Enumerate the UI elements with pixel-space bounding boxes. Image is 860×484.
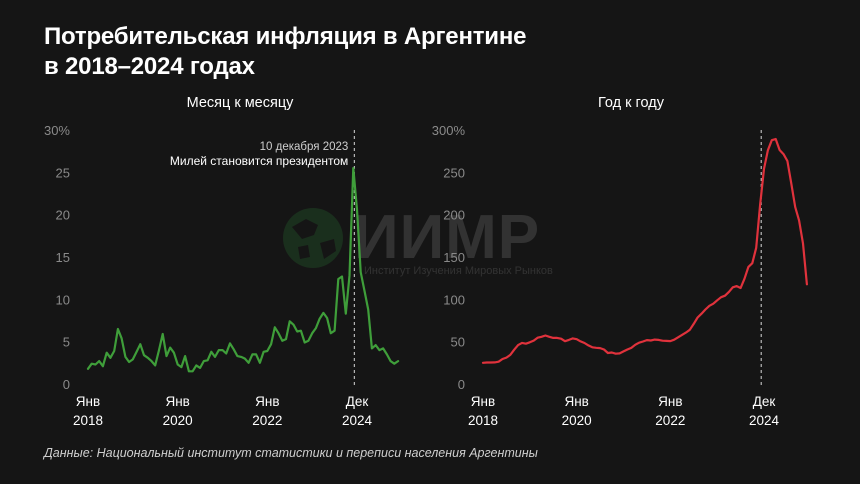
series-line bbox=[86, 167, 400, 373]
x-tick-label: Янв bbox=[564, 394, 588, 409]
x-tick-label: 2020 bbox=[163, 413, 193, 428]
y-tick-label: 5 bbox=[63, 335, 70, 350]
y-tick-label: 100 bbox=[443, 292, 465, 307]
x-tick-label: Дек bbox=[346, 394, 369, 409]
y-tick-label: 20 bbox=[56, 208, 70, 223]
x-tick-label: Янв bbox=[76, 394, 100, 409]
y-tick-label: 15 bbox=[56, 250, 70, 265]
x-tick-label: Дек bbox=[753, 394, 776, 409]
y-tick-label: 25 bbox=[56, 165, 70, 180]
x-tick-label: 2022 bbox=[252, 413, 282, 428]
panel-title: Год к году bbox=[598, 95, 665, 111]
x-tick-label: 2024 bbox=[342, 413, 373, 428]
x-tick-label: 2018 bbox=[73, 413, 103, 428]
x-tick-label: 2018 bbox=[468, 413, 498, 428]
x-tick-label: Янв bbox=[255, 394, 279, 409]
panel-title: Месяц к месяцу bbox=[187, 95, 295, 111]
y-tick-label: 30% bbox=[44, 123, 70, 138]
y-tick-label: 0 bbox=[63, 377, 70, 392]
annotation-text: Милей становится президентом bbox=[170, 154, 348, 168]
y-tick-label: 10 bbox=[56, 292, 70, 307]
chart-title: Потребительская инфляция в Аргентине в 2… bbox=[44, 22, 527, 82]
series-line bbox=[481, 137, 809, 364]
annotation-date: 10 декабря 2023 bbox=[260, 141, 349, 153]
y-tick-label: 300% bbox=[432, 123, 466, 138]
chart-title-line2: в 2018–2024 годах bbox=[44, 53, 255, 80]
y-tick-label: 150 bbox=[443, 250, 465, 265]
x-tick-label: 2020 bbox=[562, 413, 592, 428]
x-tick-label: Янв bbox=[658, 394, 682, 409]
x-tick-label: 2022 bbox=[655, 413, 685, 428]
x-tick-label: 2024 bbox=[749, 413, 780, 428]
source-note: Данные: Национальный институт статистики… bbox=[44, 446, 538, 460]
y-tick-label: 50 bbox=[451, 335, 465, 350]
y-tick-label: 0 bbox=[458, 377, 465, 392]
y-tick-label: 250 bbox=[443, 165, 465, 180]
x-tick-label: Янв bbox=[165, 394, 189, 409]
x-tick-label: Янв bbox=[471, 394, 495, 409]
y-tick-label: 200 bbox=[443, 208, 465, 223]
chart-title-line1: Потребительская инфляция в Аргентине bbox=[44, 23, 527, 50]
